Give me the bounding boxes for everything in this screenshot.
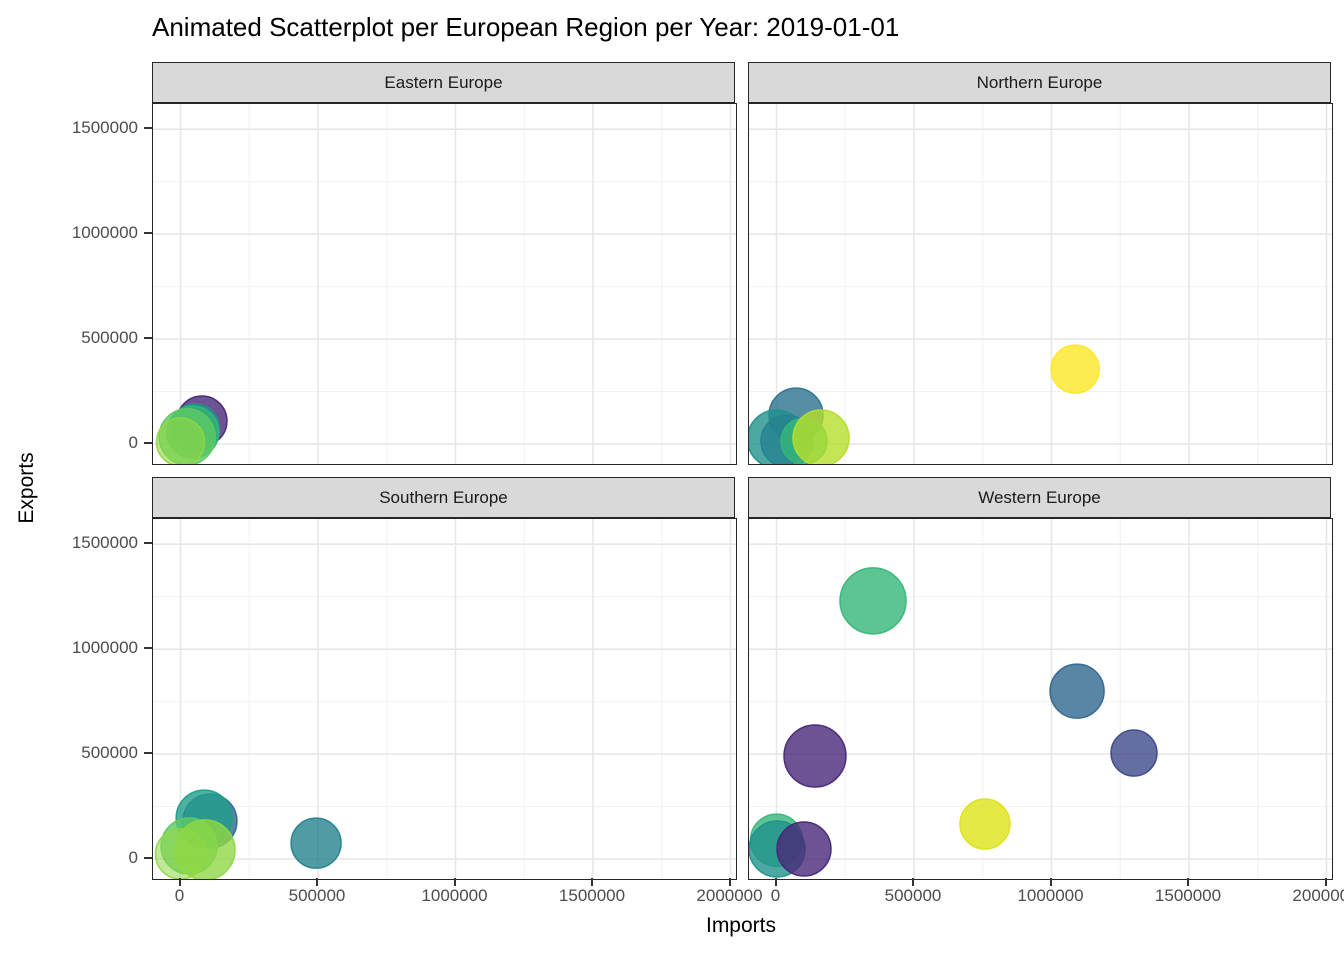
panel-canvas	[153, 104, 736, 464]
axis-tick-mark	[453, 878, 456, 886]
axis-tick-mark	[774, 878, 777, 886]
data-point	[783, 724, 847, 788]
facet-strip-label: Western Europe	[978, 487, 1101, 507]
data-point	[290, 817, 342, 869]
axis-tick-mark	[1187, 878, 1189, 886]
x-axis-title: Imports	[705, 914, 776, 937]
data-point	[839, 567, 907, 635]
data-point	[1049, 663, 1105, 719]
facet-strip-western-europe: Western Europe	[748, 477, 1331, 518]
y-tick-label: 0	[128, 848, 138, 868]
axis-tick-mark	[144, 442, 152, 445]
x-tick-label: 1000000	[421, 886, 488, 905]
panel-canvas	[749, 519, 1332, 879]
y-tick-label: 500000	[81, 743, 138, 763]
facet-strip-northern-europe: Northern Europe	[748, 62, 1331, 103]
facet-strip-label: Eastern Europe	[384, 72, 503, 92]
y-tick-label: 1500000	[71, 533, 138, 553]
y-tick-label: 1000000	[71, 638, 138, 658]
data-point	[776, 821, 832, 877]
y-tick-label: 500000	[81, 328, 138, 348]
facet-strip-eastern-europe: Eastern Europe	[152, 62, 735, 103]
axis-tick-mark	[178, 878, 181, 886]
axis-tick-mark	[144, 232, 152, 235]
panel-canvas	[749, 104, 1332, 464]
data-point	[792, 409, 850, 464]
axis-tick-mark	[1049, 878, 1052, 886]
y-tick-label: 0	[128, 433, 138, 453]
axis-tick-mark	[728, 878, 731, 886]
facet-panel-northern-europe	[748, 103, 1333, 465]
data-point	[1050, 344, 1100, 394]
x-tick-label: 1000000	[1017, 886, 1084, 905]
x-tick-label: 2000000	[1292, 886, 1344, 905]
axis-tick-mark	[144, 857, 152, 860]
data-point	[155, 417, 206, 464]
facet-strip-southern-europe: Southern Europe	[152, 477, 735, 518]
x-tick-label: 500000	[288, 886, 346, 905]
y-axis-title: Exports	[15, 452, 38, 524]
axis-tick-mark	[144, 542, 152, 545]
panel-canvas	[153, 519, 736, 879]
facet-panel-southern-europe	[152, 518, 737, 880]
data-point	[959, 798, 1011, 850]
facet-strip-label: Southern Europe	[379, 487, 508, 507]
x-tick-label: 500000	[884, 886, 942, 905]
axis-tick-mark	[1324, 878, 1327, 886]
axis-tick-mark	[144, 752, 152, 755]
x-tick-label: 2000000	[696, 886, 763, 905]
y-tick-label: 1000000	[71, 223, 138, 243]
x-tick-label: 0	[770, 886, 781, 905]
data-point	[1110, 729, 1158, 777]
x-tick-label: 1500000	[558, 886, 626, 905]
plot-title: Animated Scatterplot per European Region…	[152, 12, 900, 42]
x-tick-label: 1500000	[1154, 886, 1222, 905]
facet-strip-label: Northern Europe	[976, 72, 1103, 92]
axis-tick-mark	[144, 337, 152, 340]
y-tick-label: 1500000	[71, 118, 138, 138]
facet-panel-eastern-europe	[152, 103, 737, 465]
axis-tick-mark	[912, 878, 914, 886]
axis-tick-mark	[144, 647, 152, 650]
data-point	[174, 819, 236, 879]
axis-tick-mark	[591, 878, 593, 886]
x-tick-label: 0	[174, 886, 185, 905]
facet-panel-western-europe	[748, 518, 1333, 880]
axis-tick-mark	[316, 878, 318, 886]
axis-tick-mark	[144, 127, 152, 130]
